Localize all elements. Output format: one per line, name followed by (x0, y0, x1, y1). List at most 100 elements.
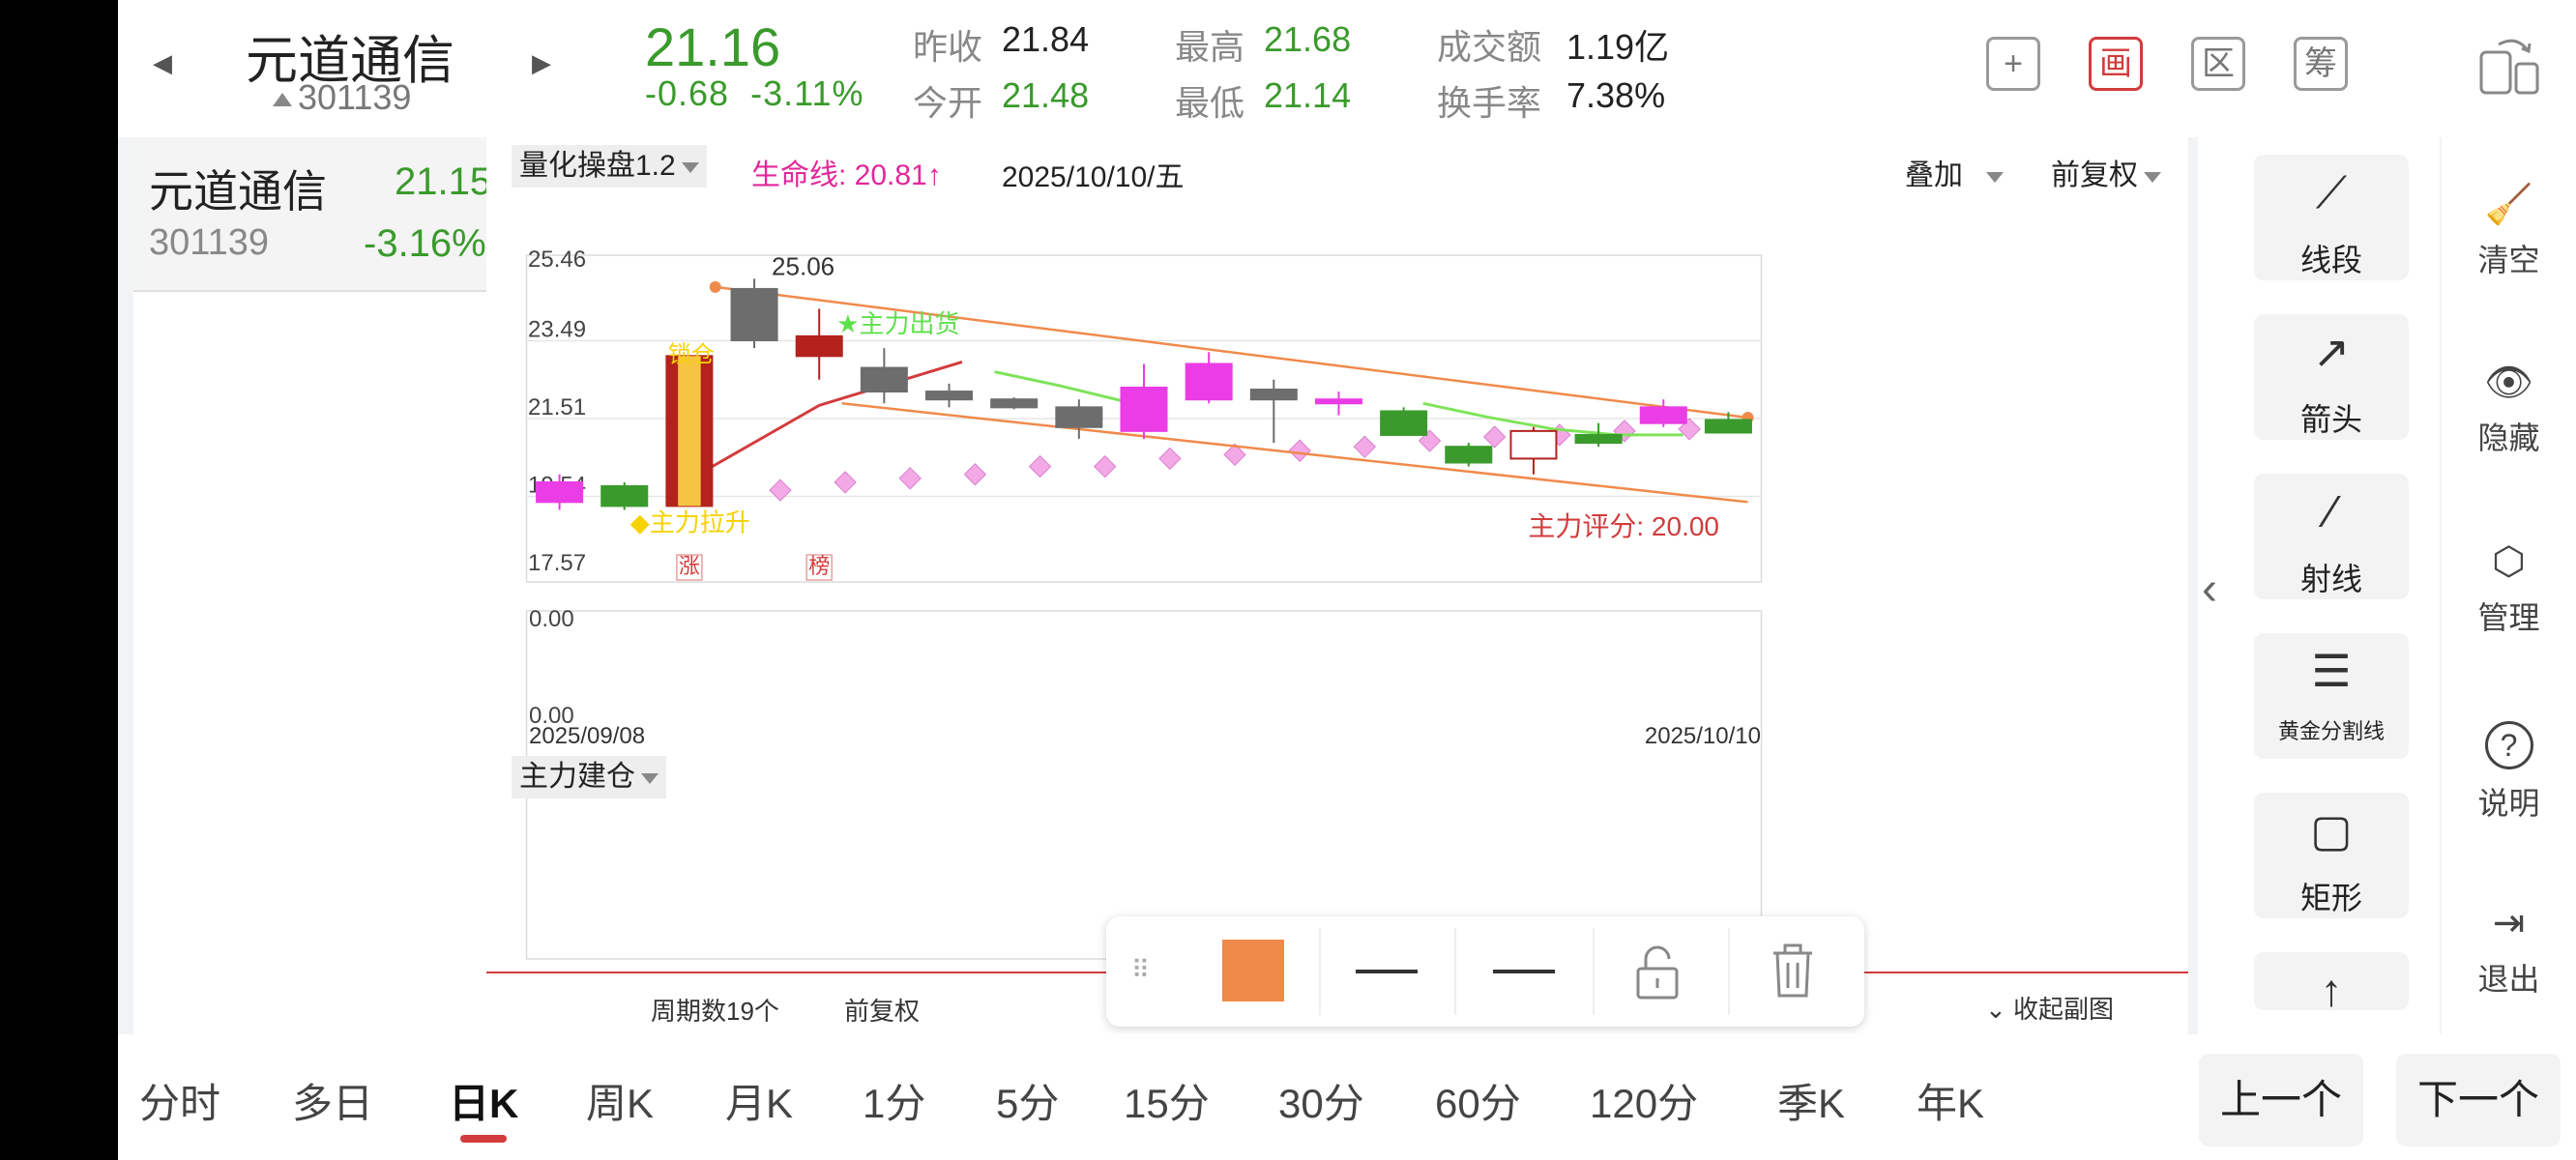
candle-body[interactable] (925, 391, 974, 401)
main-force-lift-label: ◆主力拉升 (630, 508, 750, 536)
candle-highlight (678, 356, 701, 507)
watchlist-item[interactable]: 元道通信 21.15 301139 -3.16% (133, 137, 491, 292)
candle-body[interactable] (795, 334, 843, 358)
broom-icon: 🧹 (2484, 184, 2533, 226)
sub-indicator-select[interactable]: 主力建仓 (512, 756, 666, 798)
low-label: 最低 (1175, 83, 1245, 123)
plus-icon[interactable]: + (1986, 37, 2040, 91)
y-tick-label: 23.49 (528, 317, 586, 343)
segment-icon: ⟋ (2315, 167, 2348, 218)
y-tick-label: 25.46 (528, 246, 586, 273)
trend-line-upper[interactable] (715, 285, 1748, 420)
signal-diamond (898, 467, 922, 490)
prev-stock-arrow[interactable]: ◀ (153, 48, 172, 77)
draw-icon[interactable]: 画 (2089, 37, 2143, 91)
tab-月K[interactable]: 月K (725, 1081, 794, 1126)
switch-screen-icon[interactable] (2477, 35, 2541, 97)
tab-120分[interactable]: 120分 (1590, 1081, 1699, 1126)
draw-tool-segment[interactable]: ⟋ 线段 (2254, 155, 2409, 280)
unlock-icon[interactable] (1628, 942, 1686, 1003)
candle-body[interactable] (860, 366, 908, 393)
signal-diamond (1158, 447, 1182, 471)
side-tool-hexagon[interactable]: ⬡ 管理 (2442, 539, 2576, 638)
dropdown-icon (641, 772, 659, 784)
peak-price-label: 25.06 (772, 251, 834, 280)
candle-body[interactable] (1445, 446, 1493, 464)
watch-change-pct: -3.16% (364, 222, 486, 265)
candle-body[interactable] (1509, 429, 1558, 460)
range-icon[interactable]: 区 (2191, 37, 2245, 91)
color-swatch[interactable] (1222, 940, 1284, 1001)
x-end-date: 2025/10/10 (1645, 723, 1761, 749)
tab-30分[interactable]: 30分 (1278, 1081, 1364, 1126)
candle-body[interactable] (1185, 362, 1233, 401)
lifeline-series (708, 361, 963, 470)
tab-60分[interactable]: 60分 (1435, 1081, 1521, 1126)
draw-tool-ray[interactable]: ⁄ 射线 (2254, 474, 2409, 599)
tab-周K[interactable]: 周K (586, 1081, 655, 1126)
x-start-date: 2025/09/08 (529, 723, 645, 749)
candle-body[interactable] (1380, 410, 1428, 436)
draw-tool-golden-ratio[interactable]: ☰ 黄金分割线 (2254, 633, 2409, 759)
candle-body[interactable] (990, 398, 1039, 409)
draw-tool-label: 矩形 (2299, 881, 2362, 915)
draw-tool-rectangle[interactable]: ▢ 矩形 (2254, 793, 2409, 918)
adjust-select[interactable]: 前复权 (2051, 151, 2161, 193)
draw-tool-up-arrow[interactable]: ↑ (2254, 952, 2409, 1015)
side-tool-label: 清空 (2477, 243, 2540, 277)
divider (1593, 928, 1595, 1015)
tab-1分[interactable]: 1分 (863, 1081, 926, 1126)
side-tool-help[interactable]: ? 说明 (2442, 721, 2576, 824)
change-value: -0.68 (645, 73, 730, 113)
chips-icon[interactable]: 筹 (2294, 37, 2348, 91)
line-style-icon[interactable] (1493, 970, 1555, 973)
next-stock-button[interactable]: 下一个 (2396, 1054, 2561, 1146)
kline-chart[interactable]: 25.4623.4921.5119.5417.570.000.002025/09… (486, 137, 2188, 1034)
change-pct: -3.11% (750, 73, 864, 113)
side-tool-exit[interactable]: ⇥ 退出 (2442, 901, 2576, 1000)
tab-多日[interactable]: 多日 (292, 1081, 374, 1126)
candle-body[interactable] (730, 287, 778, 341)
draw-edit-toolbar: ⠿ (1106, 916, 1864, 1027)
trend-line-handle[interactable] (709, 280, 721, 293)
trash-icon[interactable] (1764, 940, 1822, 1001)
side-tool-eye[interactable]: 👁 隐藏 (2442, 360, 2576, 458)
tab-分时[interactable]: 分时 (139, 1081, 221, 1126)
side-tool-broom[interactable]: 🧹 清空 (2442, 182, 2576, 280)
candle-body[interactable] (1639, 406, 1687, 424)
kline-panel: 量化操盘1.2 生命线: 20.81↑ 2025/10/10/五 叠加 前复权 … (486, 137, 2188, 1034)
tab-5分[interactable]: 5分 (996, 1081, 1060, 1126)
tab-15分[interactable]: 15分 (1124, 1081, 1210, 1126)
tab-季K[interactable]: 季K (1777, 1081, 1846, 1126)
candle-body[interactable] (1120, 386, 1168, 432)
signal-diamond (1028, 454, 1052, 478)
draw-tool-arrow[interactable]: ↗ 箭头 (2254, 314, 2409, 440)
candle-body[interactable] (1574, 433, 1623, 445)
indicator-select[interactable]: 量化操盘1.2 (512, 145, 707, 188)
collapse-subchart[interactable]: ⌄ 收起副图 (1985, 990, 2114, 1026)
candle-body[interactable] (1314, 398, 1362, 405)
line-width-icon[interactable] (1356, 970, 1418, 973)
draw-tools-panel: ‹ ⟋ 线段 ↗ 箭头 ⁄ 射线 ☰ 黄金分割线 ▢ 矩形 ↑ (2198, 137, 2440, 1034)
trend-line-lower[interactable] (841, 402, 1748, 504)
candle-body[interactable] (536, 480, 584, 504)
current-price: 21.16 (645, 16, 781, 77)
chevron-left-icon[interactable]: ‹ (2202, 564, 2217, 615)
candle-body[interactable] (1704, 419, 1752, 434)
candle-body[interactable] (600, 484, 649, 508)
overlay-select[interactable]: 叠加 (1905, 151, 2004, 193)
turnover-value: 1.19亿 (1566, 27, 1670, 67)
candle-body[interactable] (1249, 389, 1298, 401)
tab-日K[interactable]: 日K (449, 1081, 519, 1126)
drag-handle-icon[interactable]: ⠿ (1131, 955, 1151, 984)
price-change: -0.68 -3.11% (645, 73, 864, 114)
signal-diamond (1223, 443, 1246, 467)
candle-body[interactable] (1055, 406, 1103, 428)
signal-diamond (1482, 425, 1507, 449)
turnover-rate-value: 7.38% (1566, 75, 1666, 115)
signal-diamond (1353, 435, 1377, 458)
tab-年K[interactable]: 年K (1917, 1081, 1985, 1126)
next-stock-arrow[interactable]: ▶ (532, 48, 551, 77)
side-tool-label: 管理 (2477, 600, 2540, 635)
prev-stock-button[interactable]: 上一个 (2199, 1054, 2363, 1146)
